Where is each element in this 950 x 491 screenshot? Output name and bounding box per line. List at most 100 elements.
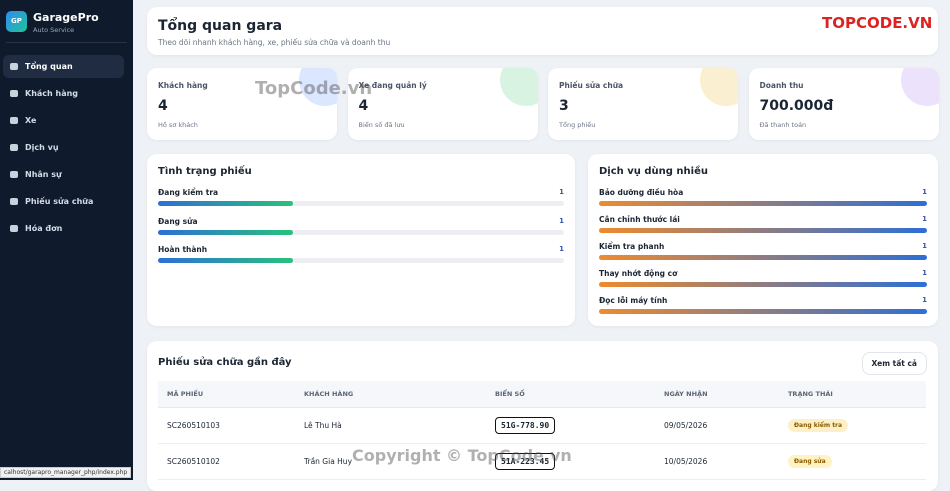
progress-fill xyxy=(158,229,294,235)
stat-value: 3 xyxy=(559,98,569,114)
stat-label: Doanh thu xyxy=(759,81,804,90)
table-header: MÃ PHIẾU KHÁCH HÀNG BIỂN SỐ NGÀY NHẬN TRẠNG … xyxy=(158,381,926,408)
progress-fill xyxy=(599,201,927,206)
column-header: MÃ PHIẾU xyxy=(158,381,295,408)
panel-title: Tình trạng phiếu xyxy=(158,166,252,177)
stat-decoration xyxy=(900,68,939,106)
page-subtitle: Theo dõi nhanh khách hàng, xe, phiếu sửa… xyxy=(158,38,391,47)
nav-icon xyxy=(10,198,18,205)
row-label: Bảo dưỡng điều hòa xyxy=(599,188,684,197)
stat-card: Doanh thu 700.000đ Đã thanh toán xyxy=(748,68,939,140)
row-label: Kiểm tra phanh xyxy=(599,242,665,251)
stat-note: Đã thanh toán xyxy=(759,121,807,129)
stat-note: Biển số đã lưu xyxy=(358,121,405,129)
table-cell: Lê Thu Hà xyxy=(295,407,486,444)
stat-value: 700.000đ xyxy=(759,98,834,114)
stat-label: Xe đang quản lý xyxy=(358,81,427,90)
row-label: Đọc lỗi máy tính xyxy=(599,296,668,305)
progress-track xyxy=(158,229,564,235)
table-cell: SC260510102 xyxy=(158,443,295,480)
table-cell: Trần Gia Huy xyxy=(295,443,486,480)
services-panel: Dịch vụ dùng nhiều Bảo dưỡng điều hòa 1 Câ… xyxy=(588,154,938,326)
stat-decoration xyxy=(499,68,538,106)
recent-panel: Phiếu sửa chữa gần đây Xem tất cả MÃ PHI… xyxy=(147,341,938,491)
table-body: SC260510103 Lê Thu Hà 51G-778.90 09/05/2026… xyxy=(158,407,926,480)
row-label: Hoàn thành xyxy=(158,245,208,254)
nav-item[interactable]: Tổng quan xyxy=(3,55,124,78)
progress-track xyxy=(599,282,927,287)
nav-item[interactable]: Dịch vụ xyxy=(3,136,124,159)
progress-track xyxy=(158,258,564,263)
stat-note: Hồ sơ khách xyxy=(158,121,198,129)
status-panel: Tình trạng phiếu Đang kiểm tra 1 Đang sửa 1… xyxy=(147,154,575,326)
nav-icon xyxy=(10,171,18,178)
sidebar: GP GaragePro Auto Service Tổng quan Khách… xyxy=(0,0,133,480)
panel-title: Phiếu sửa chữa gần đây xyxy=(158,357,292,368)
status-badge: Đang sửa xyxy=(788,454,832,468)
nav-item[interactable]: Phiếu sửa chữa xyxy=(3,190,124,213)
recent-table: MÃ PHIẾU KHÁCH HÀNG BIỂN SỐ NGÀY NHẬN TRẠNG … xyxy=(158,381,926,480)
stat-note: Tổng phiếu xyxy=(559,121,596,129)
table-cell: 51A-223.45 xyxy=(486,443,655,480)
row-count: 1 xyxy=(922,269,927,277)
stat-decoration xyxy=(299,68,337,106)
stat-card: Phiếu sửa chữa 3 Tổng phiếu xyxy=(548,68,738,140)
progress-row: Hoàn thành 1 xyxy=(158,245,564,265)
row-count: 1 xyxy=(922,215,927,223)
row-label: Thay nhớt động cơ xyxy=(599,269,678,278)
row-count: 1 xyxy=(559,245,564,253)
row-count: 1 xyxy=(559,188,564,196)
status-badge: Đang kiểm tra xyxy=(788,418,849,432)
nav-item[interactable]: Hóa đơn xyxy=(3,217,124,240)
row-label: Đang kiểm tra xyxy=(158,188,219,197)
progress-track xyxy=(158,201,564,206)
progress-row: Đang sửa 1 xyxy=(158,217,564,237)
column-header: BIỂN SỐ xyxy=(486,381,655,408)
stat-card: Khách hàng 4 Hồ sơ khách xyxy=(147,68,337,140)
row-count: 1 xyxy=(922,188,927,196)
table-cell: SC260510103 xyxy=(158,407,295,444)
table-row: SC260510103 Lê Thu Hà 51G-778.90 09/05/2026… xyxy=(158,407,926,444)
progress-fill xyxy=(158,201,294,206)
license-plate: 51A-223.45 xyxy=(495,452,556,470)
row-count: 1 xyxy=(559,216,564,225)
column-header: KHÁCH HÀNG xyxy=(295,381,486,408)
stat-label: Khách hàng xyxy=(158,81,208,90)
table-cell: Đang kiểm tra xyxy=(779,407,926,444)
nav-item[interactable]: Nhân sự xyxy=(3,163,124,186)
stat-value: 4 xyxy=(158,98,168,114)
header: Tổng quan gara Theo dõi nhanh khách hàng… xyxy=(147,7,938,55)
table-cell: 09/05/2026 xyxy=(655,407,779,444)
column-header: TRẠNG THÁI xyxy=(779,381,926,408)
nav-icon xyxy=(10,225,18,232)
column-header: NGÀY NHẬN xyxy=(655,381,779,408)
progress-row: Bảo dưỡng điều hòa 1 xyxy=(599,188,927,208)
progress-fill xyxy=(158,258,294,263)
nav-icon xyxy=(10,63,18,70)
table-cell: 51G-778.90 xyxy=(486,407,655,444)
panel-title: Dịch vụ dùng nhiều xyxy=(599,166,708,177)
progress-row: Đang kiểm tra 1 xyxy=(158,188,564,208)
stat-label: Phiếu sửa chữa xyxy=(559,81,624,90)
view-all-button[interactable]: Xem tất cả xyxy=(861,352,927,375)
logo: GP xyxy=(6,11,27,32)
table-row: SC260510102 Trần Gia Huy 51A-223.45 10/05/2… xyxy=(158,443,926,480)
progress-fill xyxy=(599,228,927,233)
nav-icon xyxy=(10,90,18,97)
nav-item[interactable]: Xe xyxy=(3,109,124,132)
row-label: Đang sửa xyxy=(158,216,198,226)
nav-item[interactable]: Khách hàng xyxy=(3,82,124,105)
progress-fill xyxy=(599,309,927,314)
table-cell: Đang sửa xyxy=(779,443,926,480)
row-count: 1 xyxy=(922,242,927,250)
progress-row: Cân chỉnh thước lái 1 xyxy=(599,215,927,235)
progress-track xyxy=(599,201,927,206)
license-plate: 51G-778.90 xyxy=(495,416,556,434)
nav-icon xyxy=(10,144,18,151)
progress-track xyxy=(599,228,927,233)
progress-row: Thay nhớt động cơ 1 xyxy=(599,269,927,289)
stat-value: 4 xyxy=(358,98,369,114)
stat-card: Xe đang quản lý 4 Biển số đã lưu xyxy=(347,68,538,140)
